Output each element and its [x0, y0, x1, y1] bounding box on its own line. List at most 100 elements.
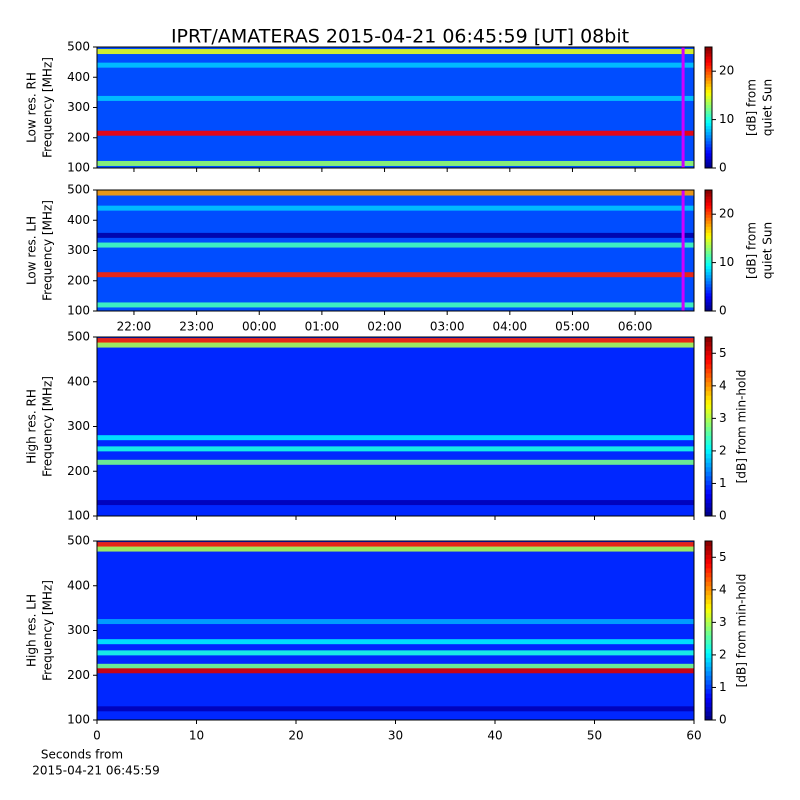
colorbar-segment	[705, 256, 712, 261]
colorbar-segment	[705, 104, 712, 108]
colorbar-segment	[705, 404, 712, 410]
colorbar-segment	[705, 408, 712, 414]
colorbar-tick-label: 0	[719, 713, 727, 727]
colorbar-segment	[705, 462, 712, 468]
emission-band	[97, 663, 694, 669]
colorbar-segment	[705, 657, 712, 663]
colorbar-segment	[705, 307, 712, 312]
colorbar-segment	[705, 354, 712, 360]
colorbar-segment	[705, 381, 712, 387]
emission-band	[97, 205, 694, 211]
y-tick-label: 400	[67, 374, 90, 388]
y-tick-label: 400	[67, 578, 90, 592]
y-tick-label: 500	[67, 330, 90, 344]
colorbar-segment	[705, 661, 712, 667]
y-tick-label: 400	[67, 213, 90, 227]
colorbar-segment	[705, 241, 712, 245]
colorbar-segment	[705, 95, 712, 99]
colorbar-segment	[705, 426, 712, 432]
colorbar-segment	[705, 480, 712, 486]
emission-band	[97, 130, 694, 136]
y-tick-label: 300	[67, 100, 90, 114]
colorbar-segment	[705, 244, 712, 248]
colorbar-tick-label: 4	[719, 378, 727, 392]
colorbar-segment	[705, 208, 712, 212]
colorbar-segment	[705, 74, 712, 78]
colorbar-segment	[705, 146, 712, 151]
colorbar-segment	[705, 131, 712, 136]
colorbar-segment	[705, 368, 712, 374]
colorbar-tick-label: 5	[719, 346, 727, 360]
colorbar-segment	[705, 679, 712, 685]
figure-title: IPRT/AMATERAS 2015-04-21 06:45:59 [UT] 0…	[171, 26, 629, 48]
colorbar-label: [dB] from min-hold	[735, 370, 749, 484]
emission-band	[97, 639, 694, 645]
colorbar-segment	[705, 262, 712, 267]
y-tick-label: 200	[67, 273, 90, 287]
colorbar-segment	[705, 196, 712, 200]
colorbar-segment	[705, 164, 712, 169]
emission-band	[97, 302, 694, 308]
colorbar-segment	[705, 435, 712, 441]
colorbar-segment	[705, 502, 712, 508]
y-tick-label: 500	[67, 183, 90, 197]
colorbar-tick-label: 0	[719, 304, 727, 318]
x-tick-label: 22:00	[117, 320, 152, 334]
colorbar-segment	[705, 235, 712, 239]
colorbar-segment	[705, 541, 712, 546]
colorbar-segment	[705, 507, 712, 513]
colorbar-segment	[705, 457, 712, 463]
colorbar-segment	[705, 298, 712, 303]
x-tick-label: 20	[288, 729, 303, 743]
colorbar-segment	[705, 715, 712, 721]
emission-band	[97, 459, 694, 465]
x-tick-label: 01:00	[305, 320, 340, 334]
colorbar-segment	[705, 86, 712, 90]
colorbar-segment	[705, 53, 712, 57]
colorbar-segment	[705, 107, 712, 112]
colorbar-segment	[705, 417, 712, 423]
x-tick-label: 06:00	[618, 320, 653, 334]
y-axis-label: Frequency [MHz]	[41, 580, 55, 681]
colorbar-segment	[705, 576, 712, 582]
emission-band	[97, 500, 694, 506]
colorbar-label: [dB] from	[745, 79, 759, 136]
colorbar-segment	[705, 83, 712, 87]
colorbar-segment	[705, 122, 712, 127]
colorbar-segment	[705, 205, 712, 209]
colorbar-segment	[705, 149, 712, 154]
colorbar-segment	[705, 59, 712, 63]
colorbar-segment	[705, 65, 712, 69]
colorbar-segment	[705, 274, 712, 279]
colorbar-segment	[705, 223, 712, 227]
colorbar-segment	[705, 684, 712, 690]
colorbar-tick-label: 1	[719, 476, 727, 490]
emission-band	[97, 232, 694, 238]
colorbar-label: quiet Sun	[761, 79, 775, 136]
colorbar-label: [dB] from	[745, 222, 759, 279]
colorbar-label: quiet Sun	[761, 222, 775, 279]
colorbar-segment	[705, 581, 712, 587]
y-axis-label: Frequency [MHz]	[41, 376, 55, 477]
emission-band	[97, 342, 694, 348]
emission-band	[97, 668, 694, 674]
colorbar-segment	[705, 226, 712, 230]
colorbar-segment	[705, 511, 712, 517]
colorbar-segment	[705, 444, 712, 450]
colorbar-frame	[704, 540, 713, 721]
colorbar-segment	[705, 430, 712, 436]
emission-band	[97, 546, 694, 552]
colorbar-segment	[705, 448, 712, 454]
x-tick-label: 40	[487, 729, 502, 743]
colorbar-segment	[705, 295, 712, 300]
colorbar-segment	[705, 599, 712, 605]
y-tick-label: 400	[67, 70, 90, 84]
colorbar-segment	[705, 572, 712, 578]
emission-band	[97, 446, 694, 452]
colorbar-segment	[705, 259, 712, 264]
colorbar-segment	[705, 128, 712, 133]
x-tick-label: 0	[93, 729, 101, 743]
colorbar-segment	[705, 471, 712, 477]
colorbar-segment	[705, 292, 712, 297]
colorbar-segment	[705, 193, 712, 197]
